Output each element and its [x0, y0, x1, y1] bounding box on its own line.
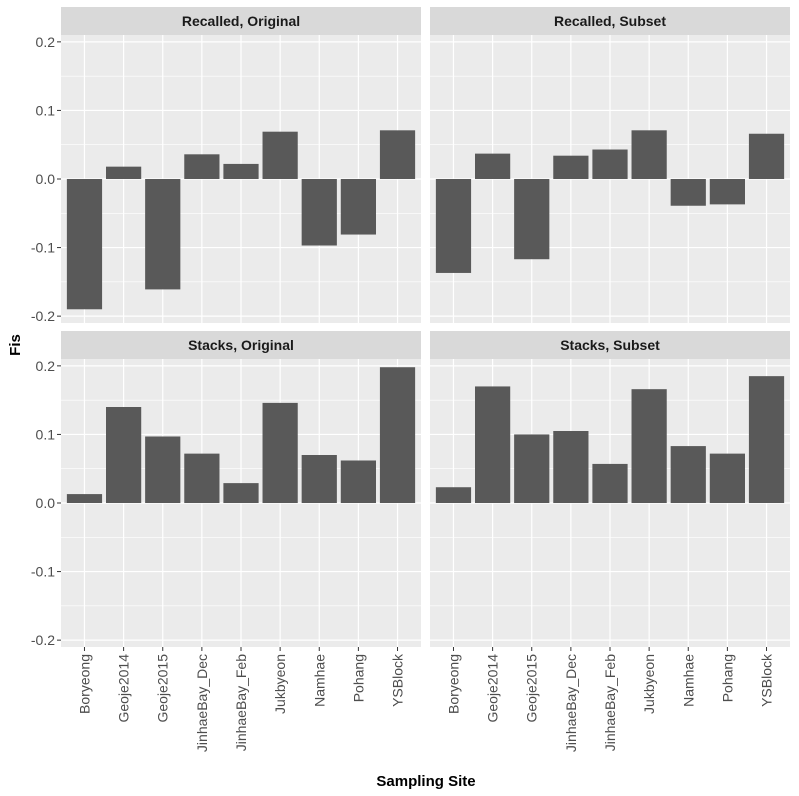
x-tick-label: JinhaeBay_Dec	[563, 654, 579, 752]
x-tick-label: Jukbyeon	[641, 654, 657, 714]
bar	[435, 487, 472, 503]
bar	[106, 166, 142, 179]
bar	[379, 367, 416, 503]
bar	[301, 179, 337, 246]
bar	[670, 179, 706, 206]
bar	[184, 453, 220, 503]
x-tick-label: Boryeong	[76, 654, 92, 714]
bar	[66, 494, 103, 503]
bar	[748, 133, 785, 179]
facet-strip	[430, 7, 790, 35]
facet-panel: Stacks, Subset	[430, 331, 790, 647]
bar	[66, 179, 103, 310]
y-tick-label: -0.2	[31, 308, 55, 324]
x-tick-label: Pohang	[350, 654, 366, 702]
y-axis: -0.2 -0.1 0.0 0.1 0.2 -0.2 -0.1 0.0 0.1 0.2	[31, 34, 61, 648]
facet-strip-label: Recalled, Original	[182, 13, 300, 29]
bar	[145, 179, 181, 290]
bar	[631, 389, 667, 503]
bar	[553, 431, 589, 503]
y-tick-label: 0.2	[36, 358, 56, 374]
y-tick-label: 0.0	[36, 495, 56, 511]
bar	[223, 163, 259, 179]
bar	[631, 130, 667, 179]
bar	[340, 179, 376, 235]
bar	[223, 483, 259, 503]
x-axis: Boryeong Geoje2014 Geoje2015 JinhaeBay_Dec J…	[76, 647, 775, 752]
y-tick-label: -0.1	[31, 564, 55, 580]
x-tick-label: YSBlock	[759, 653, 775, 707]
y-tick-label: 0.1	[36, 426, 56, 442]
facet-panel: Stacks, Original	[61, 331, 421, 647]
x-tick-label: JinhaeBay_Feb	[602, 654, 618, 752]
x-tick-label: Geoje2014	[116, 654, 132, 723]
bar	[301, 455, 337, 503]
bar	[748, 376, 785, 503]
x-tick-label: JinhaeBay_Dec	[194, 654, 210, 752]
x-tick-label: Boryeong	[445, 654, 461, 714]
bar	[262, 402, 298, 503]
panels-layer: Recalled, Original Recalled, Subset Stacks…	[61, 7, 790, 647]
facet-strip-label: Recalled, Subset	[554, 13, 666, 29]
facet-strip	[430, 331, 790, 359]
x-tick-label: Jukbyeon	[272, 654, 288, 714]
x-tick-label: Pohang	[719, 654, 735, 702]
bar	[145, 436, 181, 503]
facet-strip	[61, 331, 421, 359]
bar	[670, 446, 706, 503]
y-tick-label: -0.1	[31, 240, 55, 256]
bar	[475, 386, 511, 503]
facet-strip	[61, 7, 421, 35]
x-tick-label: JinhaeBay_Feb	[233, 654, 249, 752]
bar	[184, 154, 220, 179]
bar	[106, 407, 142, 503]
bar	[514, 179, 550, 260]
y-tick-label: 0.1	[36, 102, 56, 118]
bar	[435, 179, 472, 273]
bar	[592, 149, 628, 179]
bar	[379, 130, 416, 179]
bar	[340, 460, 376, 503]
bar	[553, 155, 589, 179]
x-tick-label: Namhae	[680, 654, 696, 707]
y-axis-title: Fis	[7, 334, 24, 356]
x-tick-label: Geoje2014	[485, 654, 501, 723]
bar	[709, 179, 745, 205]
x-tick-label: Geoje2015	[524, 654, 540, 723]
facet-panel: Recalled, Subset	[430, 7, 790, 323]
bar	[514, 434, 550, 503]
bar	[262, 131, 298, 179]
y-tick-label: 0.0	[36, 171, 56, 187]
facet-strip-label: Stacks, Original	[188, 337, 294, 353]
x-tick-label: YSBlock	[390, 653, 406, 707]
facet-panel: Recalled, Original	[61, 7, 421, 323]
y-tick-label: 0.2	[36, 34, 56, 50]
x-tick-label: Geoje2015	[155, 654, 171, 723]
bar	[709, 453, 745, 503]
y-tick-label: -0.2	[31, 632, 55, 648]
bar	[592, 463, 628, 503]
facet-strip-label: Stacks, Subset	[560, 337, 660, 353]
x-axis-title: Sampling Site	[376, 773, 475, 790]
bar	[475, 153, 511, 179]
x-tick-label: Namhae	[311, 654, 327, 707]
